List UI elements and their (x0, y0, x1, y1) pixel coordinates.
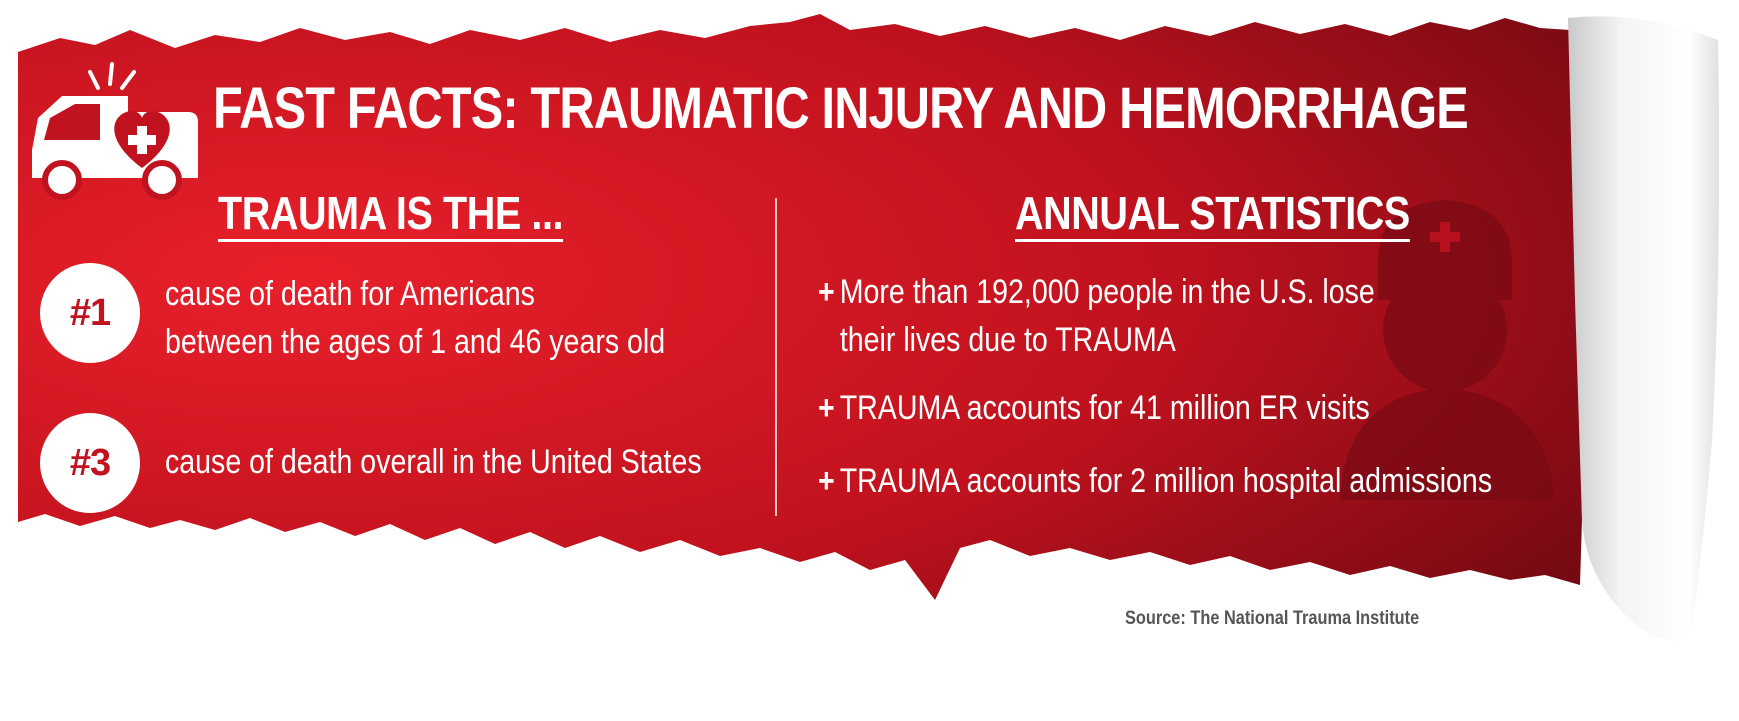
plus-icon: + (818, 462, 835, 500)
stat-1-line-2: their lives due to TRAUMA (839, 321, 1176, 359)
source-credit: Source: The National Trauma Institute (1125, 608, 1420, 629)
nurse-icon (1340, 200, 1555, 500)
stat-item-1: + More than 192,000 people in the U.S. lo… (818, 268, 1375, 364)
fact-2-line-1: cause of death overall in the United Sta… (165, 443, 702, 481)
stat-item-3: + TRAUMA accounts for 2 million hospital … (818, 457, 1492, 505)
page-title: FAST FACTS: TRAUMATIC INJURY AND HEMORRH… (213, 76, 1469, 141)
fact-item-2: cause of death overall in the United Sta… (165, 438, 702, 486)
paper-curl (1568, 16, 1720, 642)
stat-1-line-1: More than 192,000 people in the U.S. los… (839, 273, 1375, 311)
stat-2-line-1: TRAUMA accounts for 41 million ER visits (839, 389, 1370, 427)
stat-item-2: + TRAUMA accounts for 41 million ER visit… (818, 384, 1370, 432)
fact-1-line-2: between the ages of 1 and 46 years old (165, 323, 666, 361)
rank-badge-1: #1 (40, 263, 140, 363)
fact-1-line-1: cause of death for Americans (165, 275, 535, 313)
red-torn-band (18, 14, 1582, 600)
right-column-heading: ANNUAL STATISTICS (1015, 187, 1410, 239)
plus-icon: + (818, 273, 835, 311)
rank-badge-3: #3 (40, 413, 140, 513)
plus-icon: + (818, 389, 835, 427)
ambulance-icon (32, 62, 198, 200)
column-divider (775, 198, 777, 516)
fact-item-1: cause of death for Americans between the… (165, 270, 665, 366)
left-column-heading: TRAUMA IS THE ... (218, 187, 564, 239)
stat-3-line-1: TRAUMA accounts for 2 million hospital a… (839, 462, 1493, 500)
